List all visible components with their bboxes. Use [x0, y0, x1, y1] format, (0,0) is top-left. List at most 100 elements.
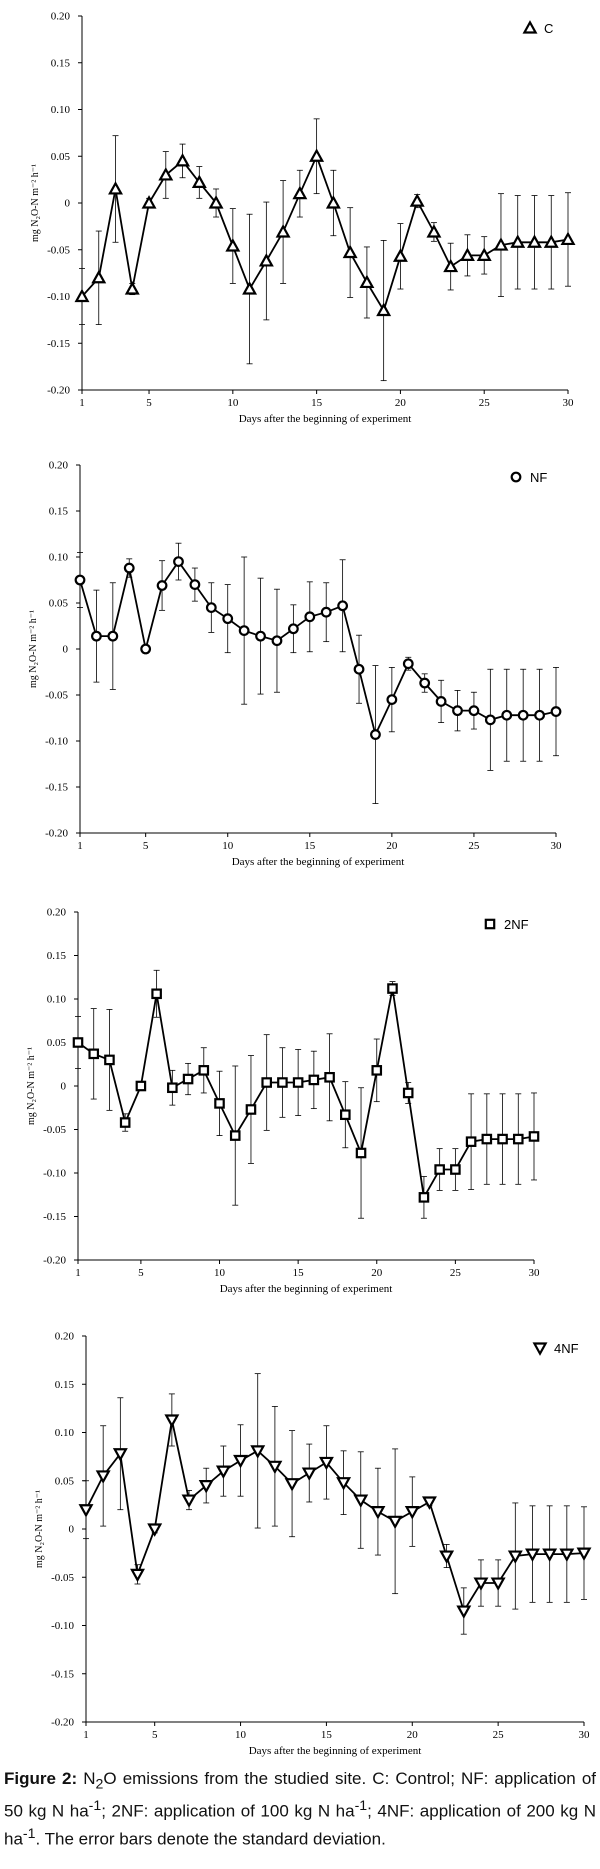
data-point — [286, 1479, 297, 1489]
y-tick-label: -0.15 — [43, 1211, 66, 1223]
series-line — [86, 1420, 584, 1611]
data-point — [428, 226, 439, 236]
data-point — [562, 234, 573, 244]
data-point — [341, 1111, 349, 1119]
data-point — [244, 283, 255, 293]
data-point — [261, 255, 272, 265]
caption-sup-2: -1 — [355, 1798, 368, 1814]
series-line — [82, 156, 568, 310]
legend-marker — [524, 22, 535, 32]
y-tick-label: -0.20 — [51, 1717, 74, 1729]
x-tick-label: 30 — [579, 1729, 591, 1741]
data-point — [235, 1456, 246, 1466]
data-point — [470, 706, 479, 715]
data-point — [328, 197, 339, 207]
data-point — [105, 1056, 113, 1064]
data-point — [407, 1507, 418, 1517]
data-point — [109, 632, 118, 641]
y-tick-label: 0 — [61, 1081, 67, 1093]
data-point — [388, 695, 397, 704]
x-tick-label: 1 — [79, 397, 85, 409]
y-tick-label: 0.10 — [55, 1427, 75, 1439]
data-point — [143, 197, 154, 207]
data-point — [502, 711, 511, 720]
x-tick-label: 20 — [407, 1729, 419, 1741]
chart-2nf: 0.200.150.100.050-0.05-0.10-0.15-0.201 5 1… — [26, 907, 540, 1296]
data-point — [530, 1132, 538, 1140]
y-axis-label: mg N₂O-N m⁻² h⁻¹ — [28, 610, 39, 688]
x-tick-label: 25 — [468, 840, 480, 852]
x-tick-label: 15 — [321, 1729, 333, 1741]
y-tick-label: 0.15 — [47, 950, 67, 962]
data-point — [80, 1505, 91, 1515]
data-point — [404, 659, 413, 668]
caption-sup-1: -1 — [89, 1798, 102, 1814]
y-tick-label: -0.20 — [47, 385, 70, 397]
x-tick-label: 15 — [293, 1267, 305, 1279]
data-point — [191, 580, 200, 589]
data-point — [371, 730, 380, 739]
y-tick-label: -0.05 — [45, 690, 68, 702]
caption-sup-3: -1 — [23, 1826, 36, 1842]
data-point — [90, 1050, 98, 1058]
y-tick-label: 0 — [63, 644, 69, 656]
series-line — [78, 989, 534, 1198]
data-point — [184, 1075, 192, 1083]
x-tick-label: 15 — [311, 397, 323, 409]
legend-label: 4NF — [554, 1341, 579, 1356]
y-tick-label: 0.05 — [49, 598, 69, 610]
data-point — [475, 1579, 486, 1589]
caption-text-e: . The error bars denote the standard dev… — [36, 1830, 386, 1849]
x-tick-label: 30 — [563, 397, 575, 409]
data-point — [137, 1082, 145, 1090]
y-tick-label: -0.15 — [51, 1668, 74, 1680]
caption-text-a: N — [77, 1769, 95, 1788]
data-point — [304, 1469, 315, 1479]
data-point — [311, 151, 322, 161]
data-point — [200, 1066, 208, 1074]
y-tick-label: 0.20 — [47, 907, 67, 919]
x-tick-label: 1 — [83, 1729, 89, 1741]
data-point — [215, 1099, 223, 1107]
data-point — [420, 679, 429, 688]
data-point — [561, 1550, 572, 1560]
x-axis-label: Days after the beginning of experiment — [239, 413, 412, 425]
data-point — [305, 613, 314, 622]
data-point — [535, 711, 544, 720]
x-tick-label: 10 — [222, 840, 234, 852]
data-point — [141, 645, 150, 654]
data-point — [294, 188, 305, 198]
data-point — [510, 1552, 521, 1562]
x-tick-label: 10 — [235, 1729, 247, 1741]
data-point — [498, 1135, 506, 1143]
data-point — [278, 226, 289, 236]
y-tick-label: 0.20 — [55, 1331, 75, 1343]
y-axis-label: mg N₂O-N m⁻² h⁻¹ — [34, 1490, 45, 1568]
legend-label: NF — [530, 470, 547, 485]
data-point — [325, 1073, 333, 1081]
data-point — [404, 1089, 412, 1097]
data-point — [355, 1496, 366, 1506]
x-axis-label: Days after the beginning of experiment — [249, 1745, 422, 1757]
data-point — [74, 1038, 82, 1046]
y-tick-label: -0.20 — [43, 1255, 66, 1267]
data-point — [310, 1076, 318, 1084]
y-tick-label: 0.10 — [47, 994, 67, 1006]
data-point — [420, 1193, 428, 1201]
chart-4nf: 0.200.150.100.050-0.05-0.10-0.15-0.201 5 1… — [34, 1331, 590, 1758]
y-tick-label: 0.05 — [51, 151, 71, 163]
data-point — [458, 1607, 469, 1617]
data-point — [451, 1165, 459, 1173]
y-tick-label: -0.05 — [51, 1572, 74, 1584]
data-point — [227, 240, 238, 250]
data-point — [231, 1131, 239, 1139]
data-point — [462, 250, 473, 260]
data-point — [93, 272, 104, 282]
data-point — [127, 283, 138, 293]
data-point — [121, 1118, 129, 1126]
x-tick-label: 25 — [450, 1267, 462, 1279]
data-point — [294, 1078, 302, 1086]
data-point — [445, 261, 456, 271]
data-point — [493, 1579, 504, 1589]
data-point — [435, 1165, 443, 1173]
